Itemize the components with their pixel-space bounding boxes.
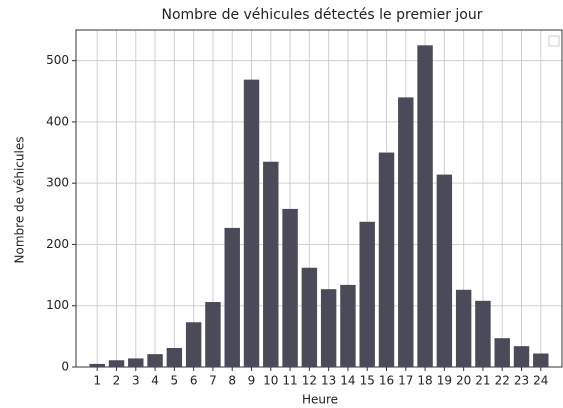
x-tick-label: 7 xyxy=(209,374,217,388)
chart-title: Nombre de véhicules détectés le premier … xyxy=(162,7,483,23)
bar xyxy=(205,302,221,367)
bar xyxy=(320,289,337,367)
bar xyxy=(263,161,279,367)
bar xyxy=(533,353,549,367)
x-tick-label: 4 xyxy=(151,374,159,388)
bar xyxy=(494,338,510,367)
y-tick-label: 0 xyxy=(61,360,69,374)
bar xyxy=(108,360,125,367)
plot-frame xyxy=(75,29,563,368)
y-tick-label: 500 xyxy=(46,53,69,67)
bar xyxy=(455,289,472,367)
x-tick-label: 9 xyxy=(248,374,256,388)
x-tick-label: 10 xyxy=(263,374,278,388)
x-tick-label: 22 xyxy=(495,374,510,388)
x-tick-label: 18 xyxy=(417,374,432,388)
bar xyxy=(398,97,414,368)
bar xyxy=(89,363,105,367)
x-tick-label: 8 xyxy=(228,374,236,388)
bar xyxy=(147,354,163,367)
bar xyxy=(475,300,491,367)
bar xyxy=(224,227,240,367)
bar xyxy=(417,45,433,368)
bar xyxy=(340,284,356,367)
x-tick-label: 5 xyxy=(171,374,179,388)
bar xyxy=(436,174,453,367)
x-tick-label: 24 xyxy=(533,374,548,388)
x-tick-label: 19 xyxy=(437,374,452,388)
bar xyxy=(301,267,318,367)
bar xyxy=(378,152,395,367)
bar xyxy=(128,358,144,367)
bar xyxy=(513,346,530,367)
legend-box xyxy=(548,35,560,47)
x-tick-label: 3 xyxy=(132,374,140,388)
bar xyxy=(185,322,202,367)
x-tick-label: 15 xyxy=(360,374,375,388)
x-tick-label: 23 xyxy=(514,374,529,388)
x-tick-label: 14 xyxy=(340,374,355,388)
x-tick-label: 1 xyxy=(93,374,101,388)
bar xyxy=(359,221,375,367)
bar xyxy=(282,208,298,367)
y-tick-label: 200 xyxy=(46,237,69,251)
x-tick-label: 12 xyxy=(302,374,317,388)
x-tick-label: 13 xyxy=(321,374,336,388)
bar xyxy=(243,79,260,367)
y-tick-label: 400 xyxy=(46,114,69,128)
x-tick-label: 6 xyxy=(190,374,198,388)
y-axis-label: Nombre de véhicules xyxy=(13,137,27,264)
x-tick-label: 21 xyxy=(475,374,490,388)
x-tick-label: 17 xyxy=(398,374,413,388)
x-tick-label: 20 xyxy=(456,374,471,388)
x-tick-label: 2 xyxy=(113,374,121,388)
y-tick-label: 100 xyxy=(46,298,69,312)
y-tick-label: 300 xyxy=(46,176,69,190)
bar xyxy=(166,348,183,367)
x-tick-label: 16 xyxy=(379,374,394,388)
x-axis-label: Heure xyxy=(302,393,338,407)
x-tick-label: 11 xyxy=(282,374,297,388)
